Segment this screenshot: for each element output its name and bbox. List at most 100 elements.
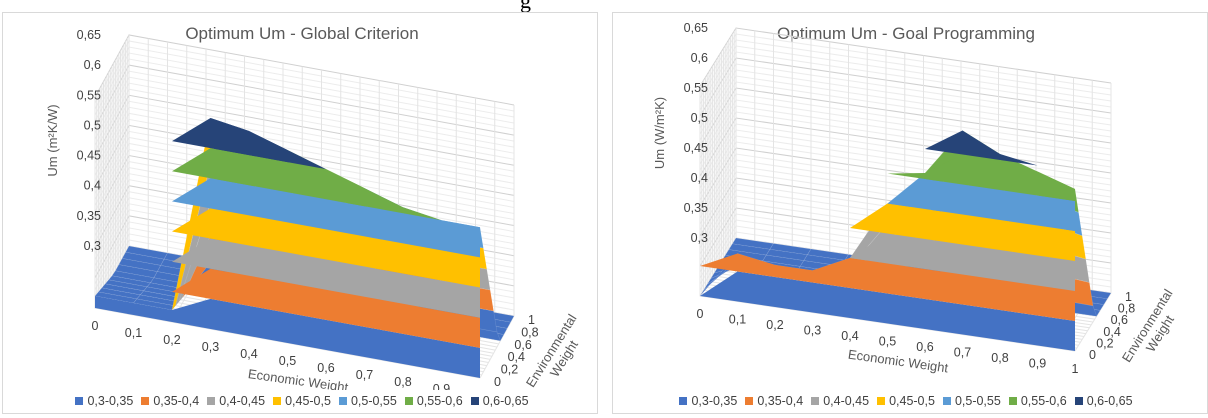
legend-label: 0,4-0,45 — [823, 394, 870, 408]
z-tick-label: 0,65 — [684, 21, 708, 35]
front-band — [887, 179, 925, 209]
z-tick-label: 0,5 — [691, 111, 708, 125]
z-tick-label: 0,5 — [84, 118, 101, 132]
z-tick-label: 0,6 — [691, 51, 708, 65]
z-tick-label: 0,45 — [77, 149, 101, 163]
front-band — [887, 263, 925, 299]
front-face — [95, 117, 480, 378]
front-band — [249, 155, 288, 193]
legend-swatch — [679, 396, 688, 405]
legend-swatch — [745, 396, 754, 405]
legend-item: 0,5-0,55 — [338, 394, 397, 408]
x-axis-title: Economic Weight — [847, 347, 949, 376]
legend-label: 0,5-0,55 — [350, 394, 397, 408]
front-band — [364, 188, 403, 214]
front-band — [962, 244, 1000, 280]
legend-swatch — [811, 396, 820, 405]
front-band — [887, 173, 925, 179]
front-band — [925, 239, 963, 275]
front-band — [403, 333, 442, 371]
front-band — [249, 215, 288, 253]
y-tick-label: 0,2 — [501, 363, 518, 377]
x-tick-label: 0,8 — [991, 351, 1008, 365]
front-band — [210, 238, 249, 276]
z-tick-label: 0,3 — [691, 231, 708, 245]
chart-panel-global-criterion: g Optimum Um - Global Criterion 0,3 0,35 0… — [2, 0, 598, 414]
front-band — [287, 312, 326, 350]
front-band — [1000, 160, 1038, 196]
z-tick-label: 0,4 — [691, 171, 708, 185]
front-band — [326, 319, 365, 357]
legend-item: 0,3-0,35 — [75, 394, 133, 408]
front-band — [172, 148, 211, 179]
front-band — [850, 258, 888, 294]
y-tick-label: 0,4 — [508, 350, 525, 364]
front-band — [700, 271, 738, 302]
front-band — [287, 162, 326, 200]
front-band — [737, 253, 775, 277]
front-band — [962, 154, 1000, 190]
legend-label: 0,4-0,45 — [219, 394, 266, 408]
front-band — [1000, 280, 1038, 316]
front-band — [887, 233, 925, 269]
front-band — [172, 117, 211, 149]
x-tick-label: 0,5 — [879, 335, 896, 349]
front-band — [962, 184, 1000, 220]
front-band — [441, 280, 480, 318]
front-band — [172, 178, 211, 209]
x-tick-label: 0,6 — [317, 361, 334, 375]
front-band — [775, 277, 813, 313]
x-tick-label: 0,3 — [202, 340, 219, 354]
front-band — [210, 117, 249, 156]
legend-label: 0,35-0,4 — [153, 394, 200, 408]
x-tick-label: 0,1 — [125, 326, 142, 340]
legend-swatch — [404, 396, 413, 405]
front-band — [925, 269, 963, 305]
x-tick-label: 0,7 — [954, 346, 971, 360]
front-band — [962, 274, 1000, 310]
legend-item: 0,4-0,45 — [811, 394, 869, 408]
front-band — [1000, 220, 1038, 256]
surface-plot-goal-programming: 0,3 0,35 0,4 0,45 0,5 0,55 0,6 0,65 0 0,1 0,2 0,3 0,… — [652, 21, 1177, 376]
front-band — [364, 206, 403, 244]
front-band — [210, 208, 249, 246]
x-tick-label: 0 — [92, 319, 99, 333]
front-band — [962, 304, 1000, 340]
front-band — [249, 275, 288, 313]
z-tick-label: 0,6 — [84, 58, 101, 72]
front-band — [737, 271, 775, 307]
legend-label: 0,35-0,4 — [757, 394, 804, 408]
front-band — [172, 268, 211, 299]
x-tick-label: 0,2 — [163, 333, 180, 347]
front-band — [403, 303, 442, 341]
chart-title: Optimum Um - Goal Programming — [777, 24, 1035, 43]
legend-label: 0,55-0,6 — [416, 394, 463, 408]
front-band — [364, 296, 403, 334]
legend-item: 0,45-0,5 — [877, 394, 935, 408]
front-band — [887, 203, 925, 239]
x-tick-label: 0,9 — [433, 382, 450, 390]
front-band — [962, 214, 1000, 250]
z-tick-label: 0,55 — [77, 88, 101, 102]
y-tick-label: 0 — [494, 375, 501, 389]
legend-swatch — [273, 396, 282, 405]
front-band — [326, 199, 365, 237]
legend-item: 0,55-0,6 — [404, 394, 463, 408]
front-band — [249, 245, 288, 283]
front-band — [95, 295, 134, 315]
legend-item: 0,4-0,45 — [207, 394, 265, 408]
legend-label: 0,6-0,65 — [1086, 394, 1133, 408]
x-tick-label: 0,4 — [240, 347, 257, 361]
front-band — [364, 326, 403, 364]
front-band — [326, 169, 365, 207]
front-band — [1000, 190, 1038, 226]
front-band — [887, 293, 925, 329]
front-band — [210, 148, 249, 186]
front-band — [172, 238, 211, 269]
front-band — [210, 298, 249, 336]
y-tick-label: 0,8 — [1118, 302, 1135, 316]
x-tick-label: 0,1 — [729, 313, 746, 327]
front-band — [812, 282, 850, 318]
front-band — [403, 207, 442, 221]
y-tick-label: 1 — [1125, 290, 1132, 304]
